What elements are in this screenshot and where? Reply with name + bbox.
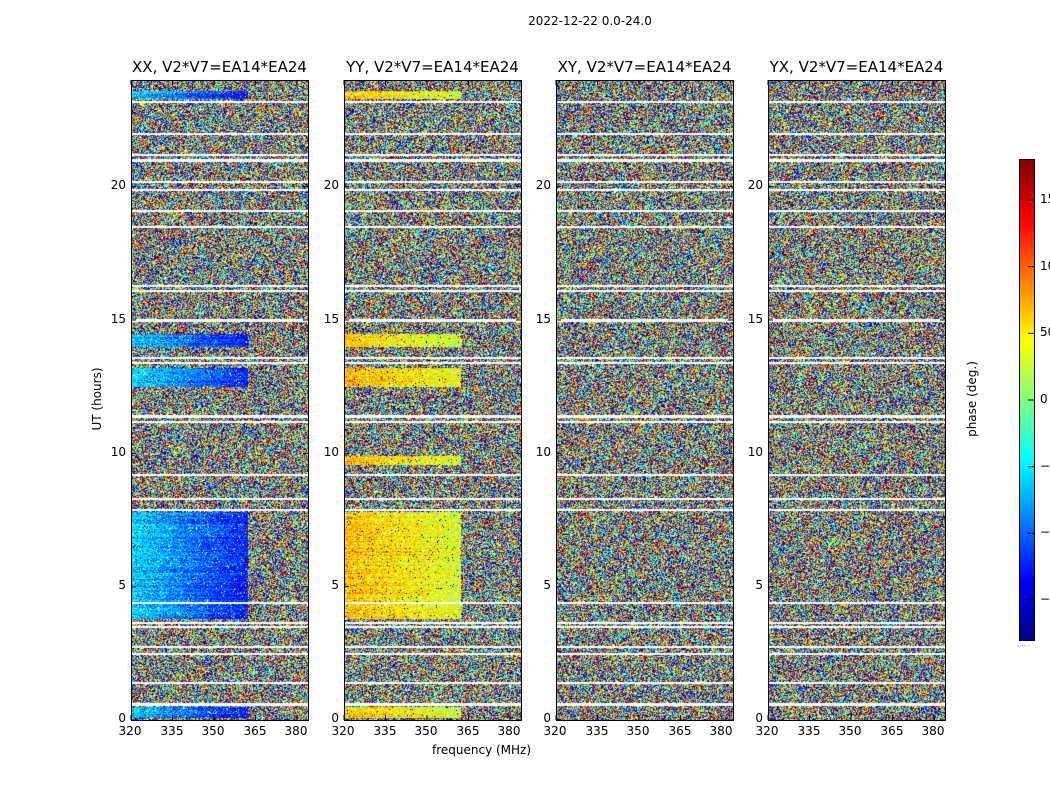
panel-frame-xy [556,80,734,721]
ytick-label: 5 [755,578,763,592]
colorbar-footer: ...... [1017,640,1031,648]
xtick-label: 320 [331,724,355,738]
ytick-label: 5 [331,578,339,592]
heatmap-yx [768,80,945,720]
ytick-label: 20 [747,178,763,192]
ytick-label: 15 [110,312,126,326]
panel-title-yy: YY, V2*V7=EA14*EA24 [346,58,519,76]
panel-title-xy: XY, V2*V7=EA14*EA24 [557,58,732,76]
ytick-label: 5 [118,578,126,592]
xtick-label: 365 [668,724,692,738]
xtick-label: 335 [160,724,184,738]
colorbar-tick-label: −150 [1040,592,1050,606]
ytick-label: 15 [323,312,339,326]
xtick-label: 380 [709,724,733,738]
heatmap-xy [556,80,733,720]
xtick-label: 365 [880,724,904,738]
panel-title-xx: XX, V2*V7=EA14*EA24 [132,58,307,76]
xtick-label: 350 [626,724,650,738]
xtick-label: 365 [456,724,480,738]
ytick-label: 5 [543,578,551,592]
ytick-label: 0 [118,711,126,725]
ytick-label: 0 [755,711,763,725]
colorbar-tick-label: 0 [1040,392,1048,406]
panel-frame-yy [344,80,522,721]
xtick-label: 380 [921,724,945,738]
panel-title-yx: YX, V2*V7=EA14*EA24 [769,58,944,76]
xtick-label: 320 [755,724,779,738]
xtick-label: 320 [118,724,142,738]
xtick-label: 380 [497,724,521,738]
colorbar-tick-label: −50 [1040,459,1050,473]
colorbar-tick-label: 100 [1040,259,1050,273]
y-axis-label: UT (hours) [90,367,104,431]
ytick-label: 0 [331,711,339,725]
xtick-label: 335 [585,724,609,738]
panel-frame-yx [768,80,946,721]
ytick-label: 20 [535,178,551,192]
xtick-label: 380 [284,724,308,738]
heatmap-xx [131,80,308,720]
ytick-label: 10 [323,445,339,459]
ytick-label: 10 [747,445,763,459]
colorbar-tick-label: 150 [1040,192,1050,206]
x-axis-label: frequency (MHz) [432,743,532,757]
xtick-label: 320 [543,724,567,738]
colorbar-frame [1019,159,1035,641]
xtick-label: 350 [201,724,225,738]
panel-frame-xx [131,80,309,721]
ytick-label: 10 [535,445,551,459]
xtick-label: 350 [414,724,438,738]
ytick-label: 15 [747,312,763,326]
ytick-label: 20 [323,178,339,192]
figure-suptitle: 2022-12-22 0.0-24.0 [528,14,652,28]
ytick-label: 15 [535,312,551,326]
heatmap-yy [344,80,521,720]
ytick-label: 0 [543,711,551,725]
colorbar-tick-label: 50 [1040,325,1050,339]
colorbar-tick-label: −100 [1040,525,1050,539]
ytick-label: 10 [110,445,126,459]
xtick-label: 335 [797,724,821,738]
xtick-label: 335 [373,724,397,738]
colorbar-label: phase (deg.) [965,361,979,437]
xtick-label: 350 [838,724,862,738]
ytick-label: 20 [110,178,126,192]
xtick-label: 365 [243,724,267,738]
colorbar [1020,160,1034,640]
